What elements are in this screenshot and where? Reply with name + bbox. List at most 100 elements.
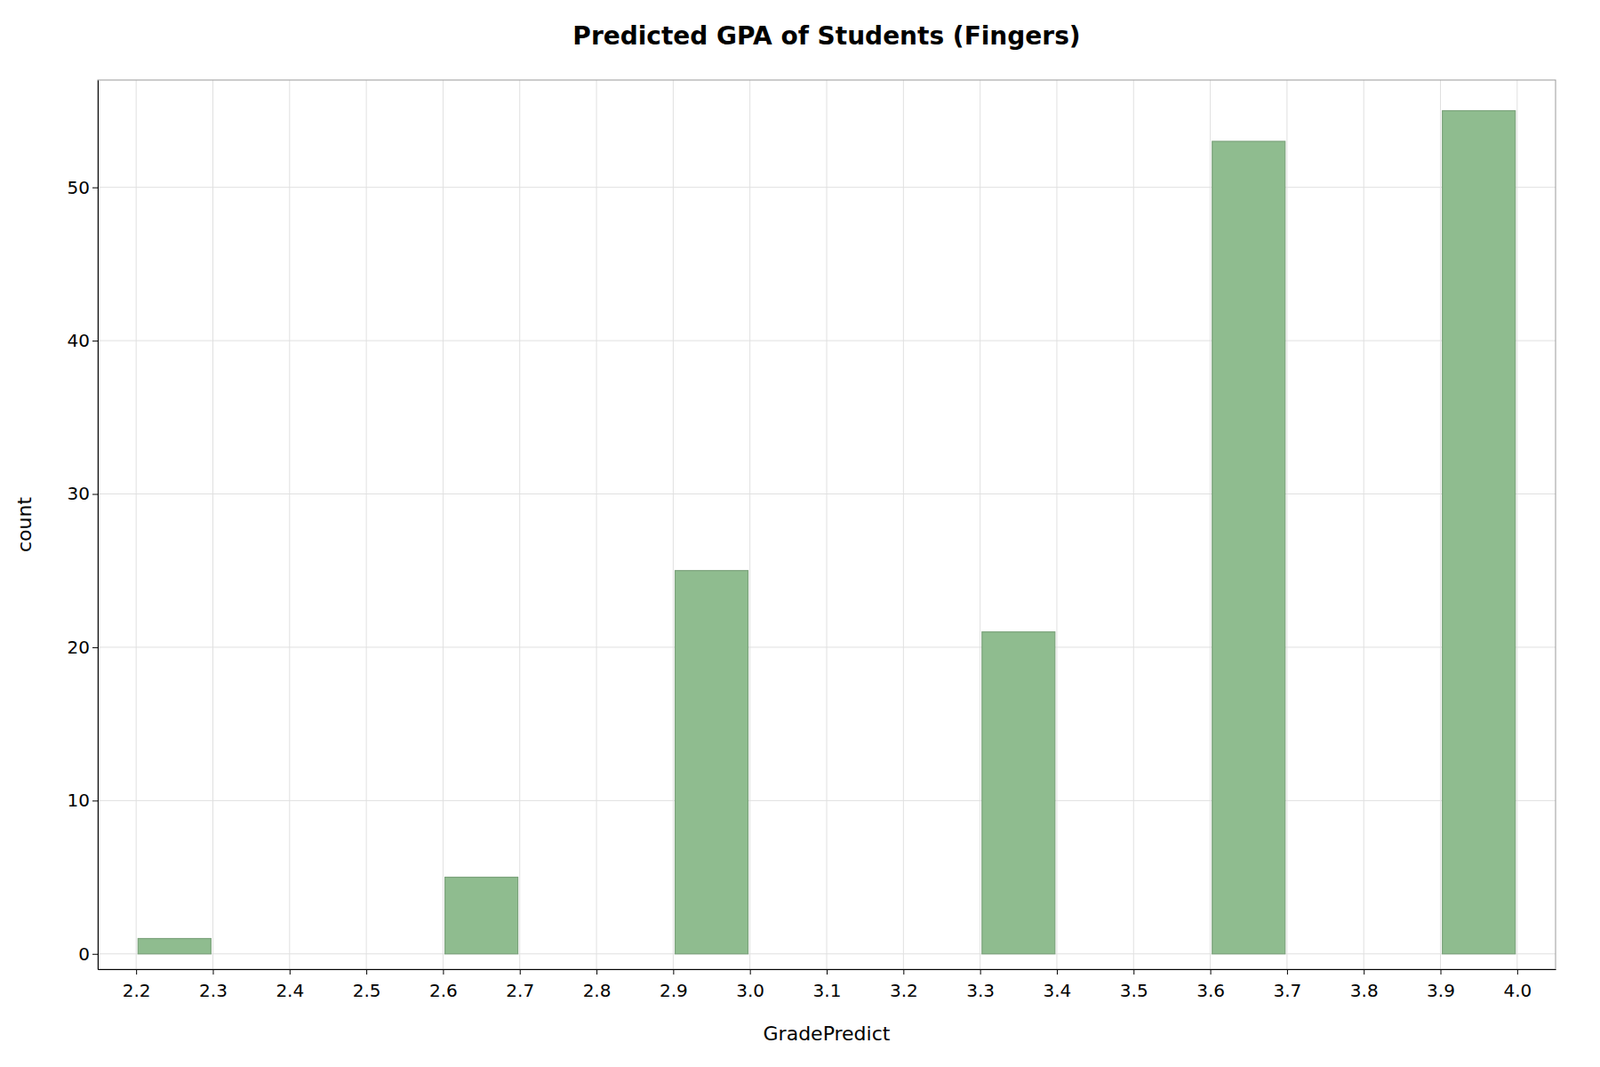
y-tick-mark xyxy=(92,340,98,342)
grid-line xyxy=(97,646,1556,648)
y-tick-label: 40 xyxy=(67,329,90,352)
bar xyxy=(1212,141,1286,954)
y-tick-mark xyxy=(92,647,98,648)
x-tick-mark xyxy=(1363,968,1365,975)
x-tick-mark xyxy=(1440,968,1442,975)
x-tick-label: 3.5 xyxy=(1120,979,1149,1001)
bar xyxy=(137,938,211,954)
grid-line xyxy=(1286,80,1288,969)
x-tick: 2.8 xyxy=(583,968,612,1001)
bar xyxy=(982,632,1056,954)
grid xyxy=(97,80,1556,969)
x-tick: 2.5 xyxy=(352,968,382,1001)
x-tick-mark xyxy=(442,968,444,975)
grid-line xyxy=(288,80,290,969)
x-tick-label: 2.2 xyxy=(122,979,152,1001)
plot-frame xyxy=(97,80,1556,969)
x-tick: 4.0 xyxy=(1503,968,1532,1001)
grid-line xyxy=(749,80,751,969)
grid-line xyxy=(212,80,214,969)
y-tick-label: 50 xyxy=(67,176,90,199)
x-tick-label: 3.1 xyxy=(813,979,842,1001)
x-tick: 2.6 xyxy=(429,968,458,1001)
x-tick: 3.9 xyxy=(1426,968,1456,1001)
x-tick-mark xyxy=(1287,968,1288,975)
y-axis: 0 10 20 30 40 50 xyxy=(67,80,99,970)
x-tick-mark xyxy=(1133,968,1135,975)
x-tick: 3.6 xyxy=(1196,968,1225,1001)
x-tick: 3.2 xyxy=(889,968,919,1001)
x-tick: 2.3 xyxy=(199,968,228,1001)
grid-line xyxy=(979,80,981,969)
grid-line xyxy=(1440,80,1441,969)
x-tick-mark xyxy=(826,968,828,975)
y-axis-line xyxy=(97,80,99,970)
y-tick-mark xyxy=(92,494,98,496)
bar xyxy=(675,570,749,954)
x-tick-label: 2.7 xyxy=(505,979,535,1001)
x-tick: 3.8 xyxy=(1350,968,1379,1001)
x-tick-label: 3.0 xyxy=(736,979,765,1001)
x-tick: 2.7 xyxy=(505,968,535,1001)
grid-line xyxy=(1363,80,1365,969)
x-tick-mark xyxy=(750,968,752,975)
title: Predicted GPA of Students (Fingers) xyxy=(572,21,1080,51)
y-tick-mark xyxy=(92,953,98,955)
x-tick-label: 3.9 xyxy=(1426,979,1456,1001)
grid-line xyxy=(97,186,1556,188)
bar xyxy=(445,877,519,954)
grid-line xyxy=(97,340,1556,342)
x-tick-mark xyxy=(520,968,521,975)
x-tick: 3.3 xyxy=(966,968,995,1001)
y-tick: 50 xyxy=(67,176,98,199)
grid-line xyxy=(442,80,444,969)
x-tick-mark xyxy=(212,968,214,975)
y-axis-title: count xyxy=(13,496,36,552)
bar xyxy=(1442,110,1516,953)
x-tick-label: 2.4 xyxy=(275,979,304,1001)
grid-line xyxy=(97,493,1556,495)
y-tick-label: 20 xyxy=(67,636,90,658)
y-tick: 40 xyxy=(67,329,98,352)
x-tick-label: 3.8 xyxy=(1350,979,1379,1001)
grid-line xyxy=(826,80,828,969)
x-tick-label: 2.3 xyxy=(199,979,228,1001)
x-tick-mark xyxy=(980,968,982,975)
x-tick: 2.9 xyxy=(659,968,688,1001)
x-tick-label: 3.6 xyxy=(1196,979,1225,1001)
x-tick: 3.0 xyxy=(736,968,765,1001)
y-tick: 10 xyxy=(67,789,98,811)
grid-line xyxy=(1133,80,1135,969)
x-tick: 3.1 xyxy=(813,968,842,1001)
grid-line xyxy=(1209,80,1211,969)
y-tick-label: 30 xyxy=(67,482,90,504)
x-tick-mark xyxy=(672,968,674,975)
y-tick-mark xyxy=(92,187,98,189)
chart: 2.2 2.3 2.4 2.5 2.6 2.7 2.8 2.9 3.0 3.1 3.2 3.3 3.4 3… xyxy=(0,0,1600,1067)
x-tick: 2.4 xyxy=(275,968,304,1001)
x-tick-label: 3.7 xyxy=(1272,979,1302,1001)
grid-line xyxy=(1516,80,1518,969)
x-tick: 3.7 xyxy=(1272,968,1302,1001)
x-tick-mark xyxy=(1517,968,1519,975)
x-tick-label: 2.8 xyxy=(583,979,612,1001)
grid-line xyxy=(366,80,368,969)
x-tick-label: 3.2 xyxy=(889,979,919,1001)
x-tick-mark xyxy=(366,968,368,975)
grid-line xyxy=(97,952,1556,954)
y-tick-label: 10 xyxy=(67,789,90,811)
x-tick-mark xyxy=(289,968,291,975)
x-tick: 3.5 xyxy=(1120,968,1149,1001)
x-tick-label: 3.3 xyxy=(966,979,995,1001)
x-tick-mark xyxy=(136,968,137,975)
y-tick: 20 xyxy=(67,636,98,658)
grid-line xyxy=(596,80,598,969)
x-axis: 2.2 2.3 2.4 2.5 2.6 2.7 2.8 2.9 3.0 3.1 3.2 3.3 3.4 3… xyxy=(98,968,1557,1001)
x-tick-label: 3.4 xyxy=(1043,979,1072,1001)
y-tick: 30 xyxy=(67,482,98,504)
x-tick-label: 2.9 xyxy=(659,979,688,1001)
x-tick-label: 2.5 xyxy=(352,979,382,1001)
bars xyxy=(137,110,1515,953)
x-axis-title: GradePredict xyxy=(763,1022,891,1045)
y-tick: 0 xyxy=(78,943,98,965)
